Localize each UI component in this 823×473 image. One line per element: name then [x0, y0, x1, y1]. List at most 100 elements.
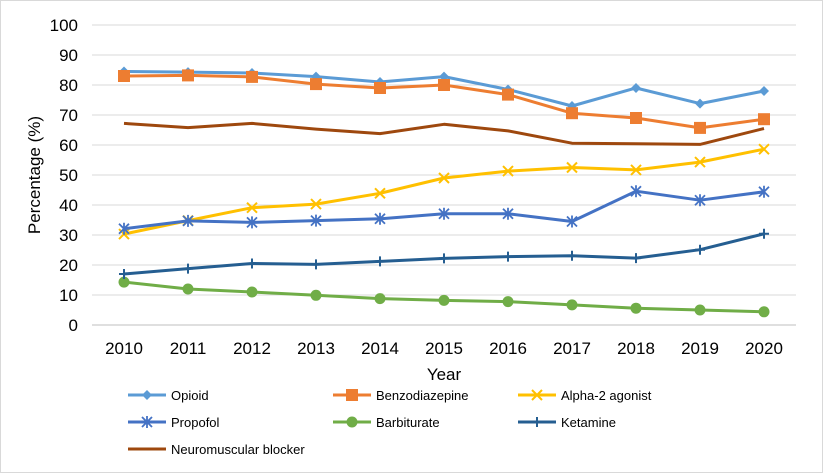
series-barbiturate: [118, 276, 770, 318]
x-tick-label: 2015: [425, 339, 463, 358]
ketamine-marker: [247, 258, 257, 269]
propofol-marker: [758, 185, 770, 198]
x-tick-label: 2017: [553, 339, 591, 358]
y-tick-label: 40: [59, 196, 78, 215]
series-alpha-2-agonist: [118, 143, 770, 240]
alpha-2-agonist-marker: [374, 187, 386, 200]
legend-item-alpha-2-agonist: Alpha-2 agonist: [518, 388, 652, 403]
y-tick-label: 30: [59, 226, 78, 245]
legend-benzodiazepine-marker: [346, 389, 358, 401]
series-benzodiazepine: [118, 69, 770, 134]
y-axis-title: Percentage (%): [25, 116, 44, 234]
x-tick-label: 2010: [105, 339, 143, 358]
ketamine-marker: [631, 253, 641, 264]
barbiturate-marker: [182, 283, 194, 295]
legend-label: Alpha-2 agonist: [561, 388, 652, 403]
y-tick-label: 80: [59, 76, 78, 95]
alpha-2-agonist-marker: [758, 143, 770, 155]
opioid-marker: [695, 98, 705, 109]
x-tick-label: 2019: [681, 339, 719, 358]
benzodiazepine-marker: [438, 79, 450, 91]
benzodiazepine-marker: [566, 107, 578, 120]
benzodiazepine-marker: [502, 88, 514, 101]
alpha-2-agonist-marker: [438, 172, 450, 184]
x-tick-label: 2013: [297, 339, 335, 358]
barbiturate-marker: [502, 296, 514, 308]
x-tick-labels: 2010 2011 2012 2013 2014 2015 2016 2017 2018 2019…: [105, 339, 783, 358]
propofol-marker: [246, 216, 258, 229]
propofol-marker: [374, 212, 386, 225]
legend-label: Ketamine: [561, 415, 616, 430]
legend-item-propofol: Propofol: [128, 415, 220, 430]
y-tick-label: 90: [59, 46, 78, 65]
x-tick-label: 2011: [170, 339, 207, 358]
ketamine-marker: [759, 228, 769, 239]
alpha-2-agonist-marker: [694, 156, 706, 168]
series-neuromuscular-blocker: [123, 121, 765, 146]
x-tick-label: 2020: [745, 339, 783, 358]
ketamine-marker: [375, 256, 385, 267]
alpha-2-agonist-marker: [566, 161, 578, 174]
barbiturate-marker: [694, 304, 706, 316]
y-tick-label: 10: [59, 286, 78, 305]
series-propofol: [118, 185, 770, 235]
legend-label: Neuromuscular blocker: [171, 442, 305, 457]
y-tick-label: 0: [69, 316, 78, 335]
legend-alpha-2-agonist-marker: [531, 389, 543, 401]
ketamine-marker: [439, 253, 449, 264]
y-tick-label: 50: [59, 166, 78, 185]
barbiturate-marker: [246, 286, 258, 298]
propofol-marker: [502, 207, 514, 220]
benzodiazepine-marker: [758, 113, 770, 126]
legend-ketamine-marker: [532, 417, 542, 427]
legend-item-opioid: Opioid: [128, 388, 209, 403]
propofol-marker: [630, 185, 642, 198]
alpha-2-agonist-marker: [502, 165, 514, 177]
opioid-marker: [759, 86, 769, 96]
propofol-marker: [310, 214, 322, 227]
series-ketamine: [119, 228, 769, 279]
alpha-2-agonist-marker: [630, 164, 642, 176]
barbiturate-marker: [758, 306, 770, 318]
propofol-marker: [438, 207, 450, 220]
y-tick-labels: 0 10 20 30 40 50 60 70 80 90 100: [50, 16, 78, 335]
opioid-marker: [631, 83, 641, 93]
benzodiazepine-marker: [182, 69, 194, 82]
y-tick-label: 100: [50, 16, 78, 35]
x-axis-title: Year: [427, 365, 462, 384]
legend-label: Propofol: [171, 415, 220, 430]
propofol-marker: [694, 194, 706, 207]
legend-label: Opioid: [171, 388, 209, 403]
x-tick-label: 2016: [489, 339, 527, 358]
y-tick-label: 20: [59, 256, 78, 275]
x-tick-label: 2014: [361, 339, 399, 358]
benzodiazepine-marker: [118, 70, 130, 82]
ketamine-marker: [119, 269, 129, 279]
legend-item-ketamine: Ketamine: [518, 415, 616, 430]
propofol-marker: [566, 215, 578, 228]
series-lines: [118, 66, 770, 318]
barbiturate-marker: [118, 276, 130, 288]
barbiturate-marker: [374, 293, 386, 305]
ketamine-marker: [567, 250, 577, 261]
benzodiazepine-marker: [310, 78, 322, 91]
legend-label: Benzodiazepine: [376, 388, 469, 403]
y-tick-label: 60: [59, 136, 78, 155]
alpha-2-agonist-marker: [246, 201, 258, 214]
legend-label: Barbiturate: [376, 415, 440, 430]
gridlines: [92, 24, 796, 326]
barbiturate-marker: [566, 299, 578, 311]
benzodiazepine-marker: [694, 121, 706, 134]
barbiturate-marker: [630, 302, 642, 314]
benzodiazepine-marker: [374, 82, 386, 94]
legend-opioid-marker: [142, 390, 152, 400]
legend-propofol-marker: [141, 416, 153, 428]
legend-barbiturate-marker: [346, 416, 358, 428]
ketamine-marker: [503, 251, 513, 262]
x-tick-label: 2012: [233, 339, 271, 358]
legend-item-neuromuscular-blocker: Neuromuscular blocker: [128, 442, 305, 457]
propofol-marker: [118, 222, 130, 235]
barbiturate-marker: [438, 294, 450, 306]
ketamine-marker: [183, 263, 193, 274]
